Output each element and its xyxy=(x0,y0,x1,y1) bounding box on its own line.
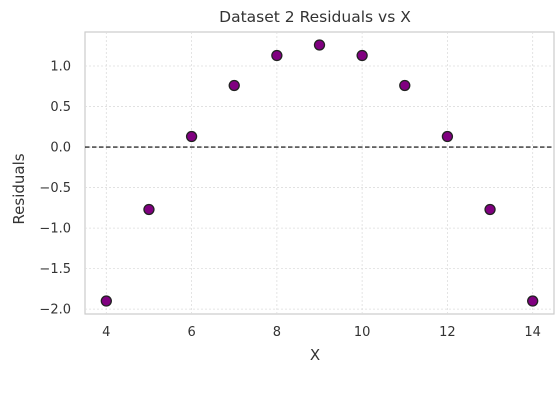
y-axis-label: Residuals xyxy=(10,153,28,224)
y-tick-label: 0.5 xyxy=(50,100,71,115)
y-tick-label: 1.0 xyxy=(50,60,71,75)
data-point xyxy=(313,39,326,51)
y-tick-label: −0.5 xyxy=(39,181,71,196)
chart-title: Dataset 2 Residuals vs X xyxy=(219,8,411,26)
y-tick-label: 0.0 xyxy=(50,141,71,156)
x-tick-label: 8 xyxy=(273,325,281,340)
y-tick-labels: −2.0 −1.5 −1.0 −0.5 0.0 0.5 1.0 xyxy=(39,60,71,318)
x-tick-label: 6 xyxy=(187,325,195,340)
y-tick-label: −2.0 xyxy=(39,303,71,318)
y-tick-label: −1.0 xyxy=(39,222,71,237)
data-point xyxy=(100,295,112,307)
x-tick-label: 12 xyxy=(439,325,456,340)
plot-area xyxy=(84,31,555,315)
data-point xyxy=(185,130,198,143)
x-tick-label: 14 xyxy=(524,325,541,340)
data-point xyxy=(441,130,454,143)
data-point xyxy=(356,49,368,62)
data-point xyxy=(484,203,496,216)
data-points xyxy=(100,39,539,307)
data-point xyxy=(399,79,411,92)
data-point xyxy=(228,79,240,92)
y-tick-label: −1.5 xyxy=(39,262,71,277)
x-tick-label: 4 xyxy=(102,325,110,340)
x-tick-labels: 4 6 8 10 12 14 xyxy=(102,325,541,340)
grid-lines xyxy=(85,32,554,314)
data-point xyxy=(527,295,539,307)
x-tick-label: 10 xyxy=(354,325,371,340)
data-point xyxy=(143,203,155,216)
x-axis-label: X xyxy=(310,346,320,364)
data-point xyxy=(271,49,283,62)
